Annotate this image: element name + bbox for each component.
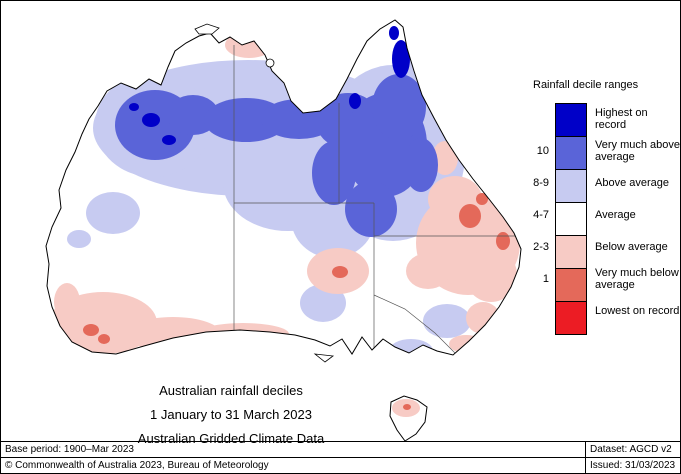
region-highest-on-record: [129, 26, 410, 145]
legend: Rainfall decile ranges 10 8-9 4-7 2-3 1: [531, 79, 680, 335]
legend-range: 2-3: [533, 241, 549, 253]
legend-range: 8-9: [533, 177, 549, 189]
legend-decile-numbers: 10 8-9 4-7 2-3 1: [531, 103, 555, 327]
legend-swatch: [556, 203, 586, 236]
legend-label: Average: [595, 209, 636, 221]
legend-range: [531, 295, 555, 327]
legend-range: [531, 103, 555, 135]
legend-range: 10: [536, 145, 549, 157]
state-borders: [233, 45, 519, 354]
base-period-text: Base period: 1900–Mar 2023: [5, 444, 134, 455]
australia-map: [45, 19, 522, 442]
legend-label: Above average: [595, 177, 669, 189]
legend-colorbar: [555, 103, 587, 335]
region-very-much-below-average: [83, 193, 510, 410]
legend-range: 4-7: [533, 209, 549, 221]
legend-label: Very much above average: [595, 139, 680, 163]
legend-labels: Highest on record Very much above averag…: [595, 103, 680, 327]
legend-swatch: [556, 302, 586, 334]
coastline: [45, 19, 522, 442]
dataset-text: Dataset: AGCD v2: [585, 442, 680, 457]
legend-swatch: [556, 137, 586, 170]
legend-swatch: [556, 170, 586, 203]
legend-label: Very much below average: [595, 267, 679, 291]
map-title-block: Australian rainfall deciles 1 January to…: [71, 379, 391, 451]
legend-swatch: [556, 236, 586, 269]
footer-row-2: © Commonwealth of Australia 2023, Bureau…: [1, 457, 680, 473]
copyright-text: © Commonwealth of Australia 2023, Bureau…: [5, 460, 269, 471]
map-title: Australian rainfall deciles: [159, 383, 303, 398]
islands: [194, 23, 335, 363]
region-below-average: [49, 32, 520, 417]
legend-label: Below average: [595, 241, 668, 253]
legend-swatch: [556, 104, 586, 137]
legend-swatch: [556, 269, 586, 302]
map-period: 1 January to 31 March 2023: [150, 407, 312, 422]
issued-text: Issued: 31/03/2023: [585, 458, 680, 473]
legend-title: Rainfall decile ranges: [533, 79, 639, 91]
map-dataset-name: Australian Gridded Climate Data: [137, 431, 325, 446]
legend-label: Highest on record: [595, 107, 648, 131]
footer: Base period: 1900–Mar 2023 Dataset: AGCD…: [1, 441, 680, 473]
footer-row-1: Base period: 1900–Mar 2023 Dataset: AGCD…: [1, 441, 680, 457]
legend-label: Lowest on record: [595, 305, 680, 317]
legend-range: 1: [542, 273, 549, 285]
